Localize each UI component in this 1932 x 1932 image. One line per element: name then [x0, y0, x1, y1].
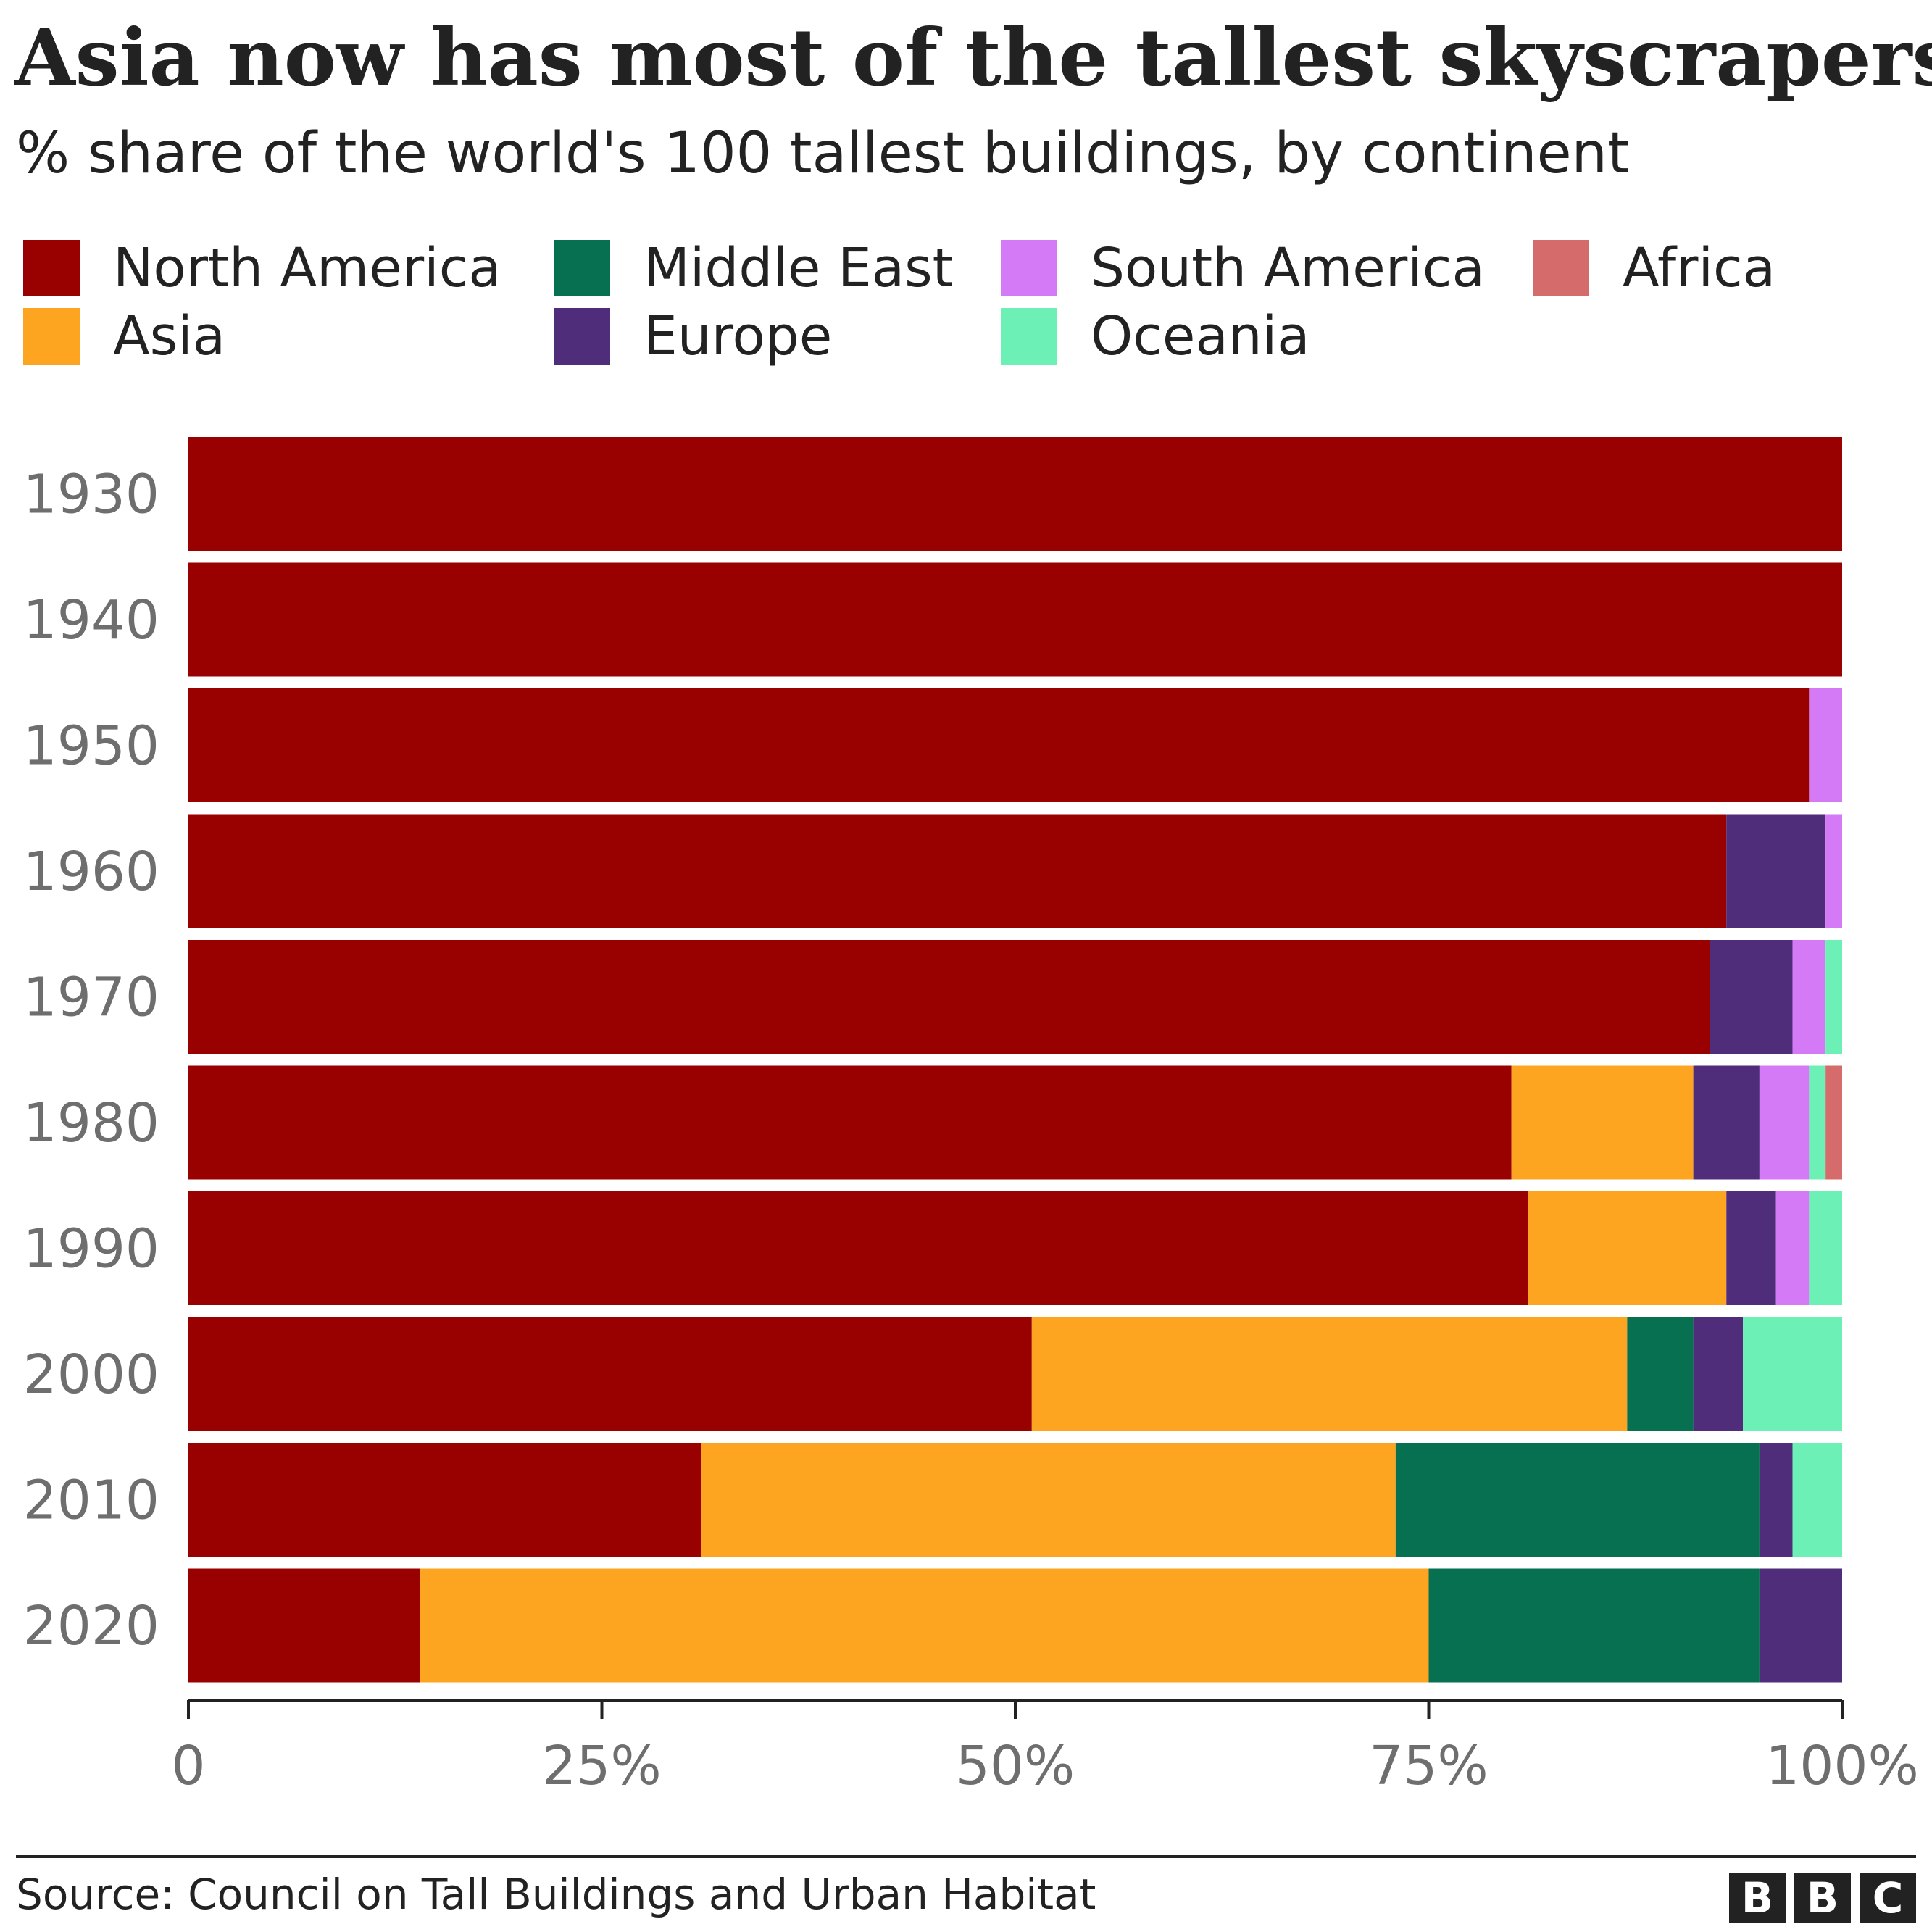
- bbc-logo: B B C: [1729, 1873, 1916, 1923]
- legend-label-africa: Africa: [1623, 237, 1776, 299]
- legend-swatch-europe: [554, 308, 610, 365]
- legend-item-europe: Europe: [554, 305, 833, 367]
- bar-1950-north-america: [188, 688, 1810, 802]
- bar-2010-middle-east: [1395, 1443, 1760, 1557]
- bar-1950-south-america: [1809, 688, 1842, 802]
- bar-1990-asia: [1528, 1191, 1727, 1305]
- chart-subtitle: % share of the world's 100 tallest build…: [16, 121, 1630, 186]
- legend-label-north-america: North America: [113, 237, 501, 299]
- bar-1970-oceania: [1825, 940, 1842, 1054]
- x-tick-label-100: 100%: [1765, 1735, 1919, 1797]
- year-label-1980: 1980: [23, 1092, 159, 1154]
- legend-item-south-america: South America: [1001, 237, 1485, 299]
- year-label-1990: 1990: [23, 1218, 159, 1281]
- legend-item-oceania: Oceania: [1001, 305, 1310, 367]
- legend-item-middle-east: Middle East: [554, 237, 954, 299]
- year-label-1950: 1950: [23, 715, 159, 778]
- bar-1940-north-america: [188, 562, 1842, 677]
- year-label-1930: 1930: [23, 464, 159, 526]
- bar-1960-north-america: [188, 814, 1727, 928]
- year-label-1940: 1940: [23, 589, 159, 651]
- bar-2000-asia: [1031, 1317, 1628, 1431]
- bar-1980-south-america: [1759, 1065, 1810, 1180]
- x-tick-label-75: 75%: [1369, 1735, 1488, 1797]
- bar-1970-north-america: [188, 940, 1710, 1054]
- legend-item-africa: Africa: [1533, 237, 1776, 299]
- bar-1970-europe: [1710, 940, 1793, 1054]
- bar-2010-north-america: [188, 1443, 701, 1557]
- x-tick-label-25: 25%: [542, 1735, 661, 1797]
- bar-1990-oceania: [1809, 1191, 1842, 1305]
- bbc-logo-letter-b1: B: [1729, 1873, 1786, 1923]
- bar-2020-north-america: [188, 1568, 420, 1683]
- bar-2000-oceania: [1743, 1317, 1842, 1431]
- bar-1970-south-america: [1792, 940, 1826, 1054]
- bar-1960-europe: [1726, 814, 1826, 928]
- chart-title: Asia now has most of the tallest skyscra…: [14, 12, 1932, 104]
- legend-label-asia: Asia: [113, 305, 226, 367]
- legend-item-asia: Asia: [23, 305, 226, 367]
- bar-2000-north-america: [188, 1317, 1032, 1431]
- bar-1990-north-america: [188, 1191, 1528, 1305]
- legend-swatch-middle-east: [554, 240, 610, 296]
- bar-2020-middle-east: [1428, 1568, 1760, 1683]
- legend-swatch-north-america: [23, 240, 80, 296]
- legend-label-middle-east: Middle East: [644, 237, 954, 299]
- year-label-2000: 2000: [23, 1344, 159, 1406]
- x-tick-label-0: 0: [171, 1735, 205, 1797]
- bar-2010-asia: [701, 1443, 1396, 1557]
- legend-label-oceania: Oceania: [1091, 305, 1310, 367]
- bar-1930-north-america: [188, 437, 1842, 551]
- bbc-logo-letter-b2: B: [1794, 1873, 1851, 1923]
- x-tick-label-50: 50%: [956, 1735, 1075, 1797]
- legend-swatch-asia: [23, 308, 80, 365]
- legend: North America Middle East South America …: [0, 0, 1932, 377]
- year-label-2020: 2020: [23, 1595, 159, 1657]
- bar-2010-oceania: [1792, 1443, 1842, 1557]
- legend-swatch-south-america: [1001, 240, 1057, 296]
- bar-2000-europe: [1693, 1317, 1744, 1431]
- source-note: Source: Council on Tall Buildings and Ur…: [16, 1870, 1096, 1919]
- bar-2010-europe: [1759, 1443, 1793, 1557]
- footer-divider: [16, 1855, 1916, 1858]
- bar-2000-middle-east: [1627, 1317, 1694, 1431]
- bar-1980-africa: [1825, 1065, 1842, 1180]
- legend-label-south-america: South America: [1091, 237, 1485, 299]
- bar-2020-europe: [1759, 1568, 1842, 1683]
- legend-swatch-africa: [1533, 240, 1589, 296]
- bar-1960-south-america: [1825, 814, 1842, 928]
- legend-swatch-oceania: [1001, 308, 1057, 365]
- bbc-logo-letter-c: C: [1860, 1873, 1916, 1923]
- stacked-bar-chart: 1930 1940 1950 1960 1970 1980 1990 2000 2010 2020…: [23, 437, 1919, 1797]
- bar-1980-oceania: [1809, 1065, 1826, 1180]
- year-label-1960: 1960: [23, 841, 159, 903]
- year-label-1970: 1970: [23, 967, 159, 1029]
- bar-1980-north-america: [188, 1065, 1512, 1180]
- legend-item-north-america: North America: [23, 237, 501, 299]
- legend-label-europe: Europe: [644, 305, 833, 367]
- bar-1980-asia: [1511, 1065, 1694, 1180]
- bar-1990-south-america: [1775, 1191, 1810, 1305]
- bar-1980-europe: [1693, 1065, 1760, 1180]
- bar-2020-asia: [420, 1568, 1429, 1683]
- bar-1990-europe: [1726, 1191, 1776, 1305]
- year-label-2010: 2010: [23, 1470, 159, 1532]
